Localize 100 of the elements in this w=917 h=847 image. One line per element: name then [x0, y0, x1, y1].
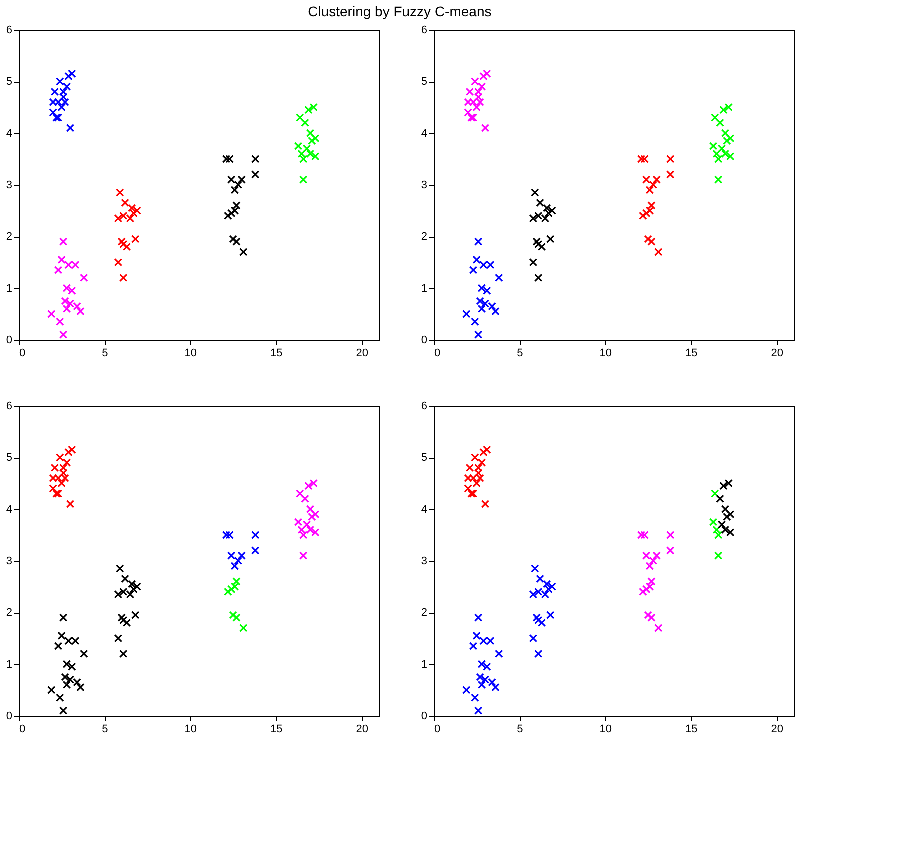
- point: [131, 235, 140, 244]
- point: [59, 93, 68, 102]
- point: [52, 490, 61, 498]
- y-tick-label: 1: [421, 658, 428, 671]
- point: [492, 307, 500, 316]
- x-tick-label: 15: [686, 724, 698, 736]
- point: [538, 242, 546, 252]
- point: [58, 256, 66, 264]
- x-tick-label: 10: [184, 724, 198, 736]
- point: [226, 531, 234, 540]
- y-tick-label: 3: [6, 556, 12, 568]
- point: [666, 546, 675, 555]
- point: [64, 448, 73, 457]
- point: [469, 642, 478, 650]
- point: [76, 307, 85, 316]
- y-tick-label: 6: [6, 24, 12, 36]
- point: [710, 490, 720, 498]
- point: [478, 680, 486, 690]
- point: [649, 180, 658, 190]
- point: [56, 694, 64, 702]
- x-tick-label: 5: [517, 724, 524, 736]
- point: [299, 552, 308, 560]
- point: [532, 614, 542, 622]
- y-tick-label: 5: [6, 76, 12, 88]
- point: [222, 531, 231, 540]
- y-tick-label: 4: [6, 504, 12, 516]
- point: [474, 706, 483, 715]
- point: [538, 618, 546, 628]
- point: [726, 134, 735, 143]
- x-tick-label: 10: [184, 348, 198, 360]
- x-tick-label: 15: [270, 348, 283, 360]
- point: [222, 155, 231, 164]
- point: [536, 198, 544, 208]
- point: [62, 680, 72, 690]
- point: [59, 614, 68, 622]
- point: [118, 614, 126, 622]
- point: [648, 614, 656, 622]
- y-tick-label: 1: [421, 282, 428, 295]
- point: [56, 78, 64, 86]
- point: [59, 706, 68, 715]
- x-tick-label: 10: [600, 348, 612, 360]
- point: [80, 274, 88, 282]
- point: [251, 531, 260, 540]
- point: [468, 490, 476, 498]
- point: [232, 202, 241, 210]
- point: [308, 512, 316, 522]
- point: [642, 209, 651, 218]
- y-tick-label: 3: [6, 180, 12, 192]
- x-tick-label: 5: [102, 348, 108, 360]
- point: [474, 93, 483, 102]
- y-tick-label: 4: [421, 504, 428, 516]
- point: [251, 155, 260, 164]
- point: [646, 186, 654, 194]
- point: [251, 170, 260, 179]
- y-tick-label: 2: [421, 607, 428, 620]
- point: [76, 683, 85, 692]
- point: [251, 546, 260, 555]
- x-tick-label: 20: [771, 348, 784, 360]
- point: [122, 618, 132, 628]
- point: [470, 78, 480, 86]
- point: [116, 564, 124, 573]
- point: [536, 574, 544, 584]
- point: [470, 454, 480, 462]
- point: [58, 479, 66, 488]
- point: [49, 484, 58, 493]
- point: [530, 564, 540, 573]
- point: [122, 242, 132, 252]
- point: [709, 518, 718, 526]
- point: [492, 683, 500, 692]
- y-tick-label: 6: [6, 400, 12, 412]
- point: [52, 114, 61, 122]
- point: [119, 650, 128, 658]
- point: [716, 494, 724, 504]
- point: [714, 155, 723, 164]
- point: [638, 212, 648, 220]
- point: [230, 206, 240, 215]
- point: [121, 198, 130, 208]
- point: [474, 469, 483, 478]
- point: [648, 578, 656, 586]
- point: [469, 114, 478, 122]
- point: [544, 209, 554, 218]
- point: [644, 611, 652, 620]
- point: [116, 188, 124, 197]
- point: [462, 686, 471, 694]
- point: [649, 556, 658, 566]
- point: [640, 155, 650, 164]
- point: [481, 500, 490, 508]
- point: [480, 72, 488, 81]
- point: [232, 238, 241, 246]
- point: [54, 266, 63, 274]
- point: [529, 258, 538, 267]
- point: [47, 686, 56, 694]
- x-tick-label: 15: [686, 348, 698, 360]
- point: [474, 330, 483, 339]
- point: [472, 632, 482, 640]
- point: [299, 531, 308, 540]
- point: [714, 176, 723, 184]
- point: [481, 124, 490, 132]
- point: [714, 531, 723, 540]
- point: [119, 274, 128, 282]
